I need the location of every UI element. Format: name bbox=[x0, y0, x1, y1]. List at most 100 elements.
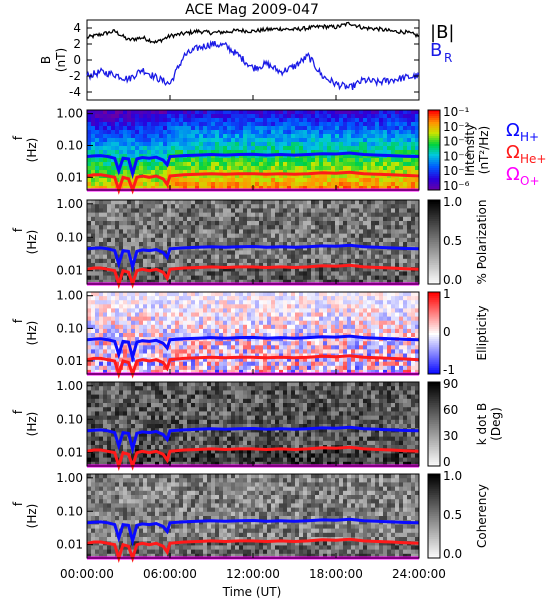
y-tick-label: 0.10 bbox=[56, 504, 83, 518]
y-tick-label: -4 bbox=[69, 85, 81, 99]
colorbar-unit: (Deg) bbox=[489, 407, 503, 441]
colorbar-frame bbox=[427, 473, 441, 559]
y-axis-label: f bbox=[11, 409, 25, 414]
y-tick-label: 0.10 bbox=[56, 138, 83, 152]
colorbar-tick-label: 10⁻⁵ bbox=[443, 164, 470, 178]
gyrofrequency-line-he-plus bbox=[86, 445, 420, 472]
legend-he-plus-label: He+ bbox=[520, 152, 546, 166]
y-tick-label: 0.01 bbox=[56, 538, 83, 552]
colorbar-label: k dot B bbox=[475, 403, 489, 445]
series-line-total-field bbox=[86, 21, 420, 45]
y-tick-label: 0 bbox=[73, 53, 81, 67]
colorbar-tick-label: 1.0 bbox=[443, 469, 462, 483]
y-tick-label: 0.10 bbox=[56, 230, 83, 244]
x-tick-label: 12:00:00 bbox=[226, 567, 280, 581]
colorbar-label: Intensity bbox=[463, 124, 477, 176]
x-tick-label: 06:00:00 bbox=[143, 567, 197, 581]
colorbar-tick-label: 10⁻³ bbox=[443, 135, 470, 149]
legend-omega-symbol: Ω bbox=[506, 164, 520, 185]
y-tick-label: 1.00 bbox=[56, 471, 83, 485]
panels: 420-2-4B (nT)|B|B R1.000.100.01f (Hz)10⁻¹10… bbox=[11, 19, 546, 564]
y-axis-label: f bbox=[11, 135, 25, 140]
colorbar-tick-label: 0.5 bbox=[443, 508, 462, 522]
legend-omega-symbol: Ω bbox=[506, 142, 520, 163]
legend-o-plus-label: O+ bbox=[520, 174, 540, 188]
legend-h-plus-label: H+ bbox=[520, 130, 539, 144]
gyrofrequency-line-he-plus bbox=[86, 354, 420, 379]
y-axis-label: B bbox=[39, 56, 53, 64]
gyrofrequency-line-h-plus bbox=[86, 243, 420, 273]
colorbar-tick-label: 0 bbox=[443, 325, 451, 339]
colorbar-tick-label: 1.0 bbox=[443, 195, 462, 209]
y-tick-label: 1.00 bbox=[56, 379, 83, 393]
y-axis-unit: (Hz) bbox=[25, 321, 39, 346]
y-tick-label: 2 bbox=[73, 37, 81, 51]
y-tick-label: 0.01 bbox=[56, 446, 83, 460]
colorbar: 1.0 0.5 0.0 % Polarization bbox=[427, 195, 489, 287]
y-axis-unit: (Hz) bbox=[25, 412, 39, 437]
y-axis-unit: (Hz) bbox=[25, 504, 39, 529]
colorbar-frame bbox=[427, 109, 441, 191]
colorbar: 10⁻¹10⁻²10⁻³10⁻⁴10⁻⁵10⁻⁶ Intensity (nT²/Hz… bbox=[427, 105, 491, 193]
colorbar-tick-label: -1 bbox=[443, 363, 455, 377]
colorbar-label: Coherency bbox=[475, 484, 489, 548]
colorbar-frame bbox=[427, 381, 441, 467]
colorbar-tick-label: 30 bbox=[443, 429, 458, 443]
colorbar-label: Ellipticity bbox=[475, 306, 489, 361]
x-tick-label: 24:00:00 bbox=[392, 567, 446, 581]
legend-total-field: |B| bbox=[430, 22, 454, 43]
colorbar-tick-label: 10⁻² bbox=[443, 120, 470, 134]
x-axis: 00:00:00 06:00:00 12:00:00 18:00:00 24:00:00 bbox=[60, 95, 446, 581]
legend-radial-field: B bbox=[430, 40, 442, 61]
y-axis-label: f bbox=[11, 318, 25, 323]
y-tick-label: 0.10 bbox=[56, 321, 83, 335]
colorbar-tick-label: 90 bbox=[443, 377, 458, 391]
y-tick-label: 1.00 bbox=[56, 197, 83, 211]
panel-k-dot-b: 1.00 0.10 0.01 f (Hz) 90 60 30 0 k dot B (Deg) bbox=[11, 377, 503, 472]
x-tick-label: 18:00:00 bbox=[309, 567, 363, 581]
colorbar: 1 0 -1 Ellipticity bbox=[427, 287, 489, 377]
x-tick-label: 00:00:00 bbox=[60, 567, 114, 581]
legend-omega-symbol: Ω bbox=[506, 120, 520, 141]
panel-intensity: 1.00 0.10 0.01 f (Hz) 10⁻¹10⁻²10⁻³10⁻⁴10⁻⁵10⁻… bbox=[11, 105, 491, 195]
series-line-radial-field bbox=[86, 39, 420, 91]
y-tick-label: 0.01 bbox=[56, 354, 83, 368]
gyrofrequency-line-h-plus bbox=[86, 425, 420, 455]
y-tick-label: 0.10 bbox=[56, 412, 83, 426]
colorbar-tick-label: 1 bbox=[443, 287, 451, 301]
panel-coherency: 1.00 0.10 0.01 f (Hz) 1.0 0.5 0.0 Coherency bbox=[11, 469, 489, 564]
y-axis-unit: (Hz) bbox=[25, 230, 39, 255]
panel-magnetic-field: 420-2-4B (nT)|B|B R bbox=[39, 19, 454, 101]
y-axis-label: f bbox=[11, 501, 25, 506]
y-tick-label: 1.00 bbox=[56, 107, 83, 121]
colorbar-frame bbox=[427, 199, 441, 285]
colorbar-tick-label: 10⁻⁴ bbox=[443, 149, 470, 163]
panel-polarization: 1.00 0.10 0.01 f (Hz) 1.0 0.5 0.0 % Polarization bbox=[11, 195, 489, 290]
colorbar: 90 60 30 0 k dot B (Deg) bbox=[427, 377, 503, 469]
colorbar-tick-label: 0.0 bbox=[443, 547, 462, 561]
chart-title: ACE Mag 2009-047 bbox=[185, 2, 319, 18]
colorbar-unit: (nT²/Hz) bbox=[477, 126, 491, 174]
y-tick-label: 4 bbox=[73, 21, 81, 35]
heatmap-cells bbox=[87, 200, 420, 285]
gyrofrequency-line-he-plus bbox=[86, 170, 420, 195]
colorbar-tick-label: 10⁻⁶ bbox=[443, 179, 470, 193]
gyrofrequency-line-he-plus bbox=[86, 537, 420, 564]
y-tick-label: 0.01 bbox=[56, 264, 83, 278]
legend-radial-field-subscript: R bbox=[444, 51, 452, 65]
y-axis-unit: (Hz) bbox=[25, 138, 39, 163]
colorbar: 1.0 0.5 0.0 Coherency bbox=[427, 469, 489, 561]
gyrofrequency-line-h-plus bbox=[86, 334, 420, 363]
gyrofrequency-line-he-plus bbox=[86, 263, 420, 290]
y-axis-unit: (nT) bbox=[54, 48, 68, 72]
colorbar-tick-label: 0.0 bbox=[443, 273, 462, 287]
x-axis-label: Time (UT) bbox=[222, 585, 282, 599]
colorbar-label: % Polarization bbox=[475, 200, 489, 285]
colorbar-tick-label: 60 bbox=[443, 403, 458, 417]
plot-frame bbox=[86, 19, 420, 101]
panel-ellipticity: 1.00 0.10 0.01 f (Hz) 1 0 -1 Ellipticity bbox=[11, 287, 489, 379]
gyrofrequency-line-h-plus bbox=[86, 517, 420, 547]
y-tick-label: 1.00 bbox=[56, 289, 83, 303]
y-axis-label: f bbox=[11, 227, 25, 232]
